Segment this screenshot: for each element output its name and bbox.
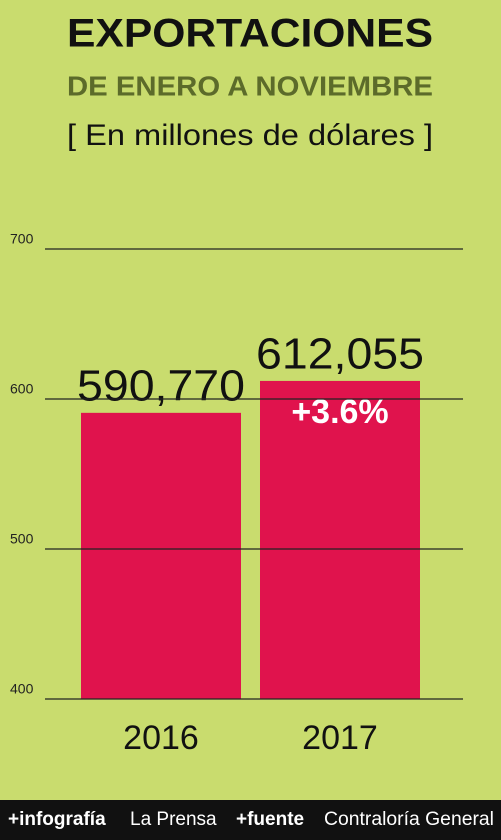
y-tick-label: 700 [10,231,34,247]
bar [81,412,241,699]
chart-title: EXPORTACIONES [67,12,433,56]
x-tick-label: 2016 [123,719,199,757]
y-tick-label: 600 [10,381,34,397]
y-tick-label: 500 [10,531,34,547]
footer-source-label: +fuente [236,809,304,830]
chart-subtitle: DE ENERO A NOVIEMBRE [67,70,433,101]
footer-credit: La Prensa [130,809,217,830]
value-label: 612,055 [256,330,424,379]
footer-source: Contraloría General [324,809,494,830]
x-tick-label: 2017 [302,719,378,757]
footer-band [0,800,501,840]
bar [260,380,420,699]
value-label: 590,770 [77,361,245,410]
footer-credit-label: +infografía [8,809,106,830]
y-tick-label: 400 [10,681,34,697]
unit-label: [ En millones de dólares ] [67,119,433,152]
